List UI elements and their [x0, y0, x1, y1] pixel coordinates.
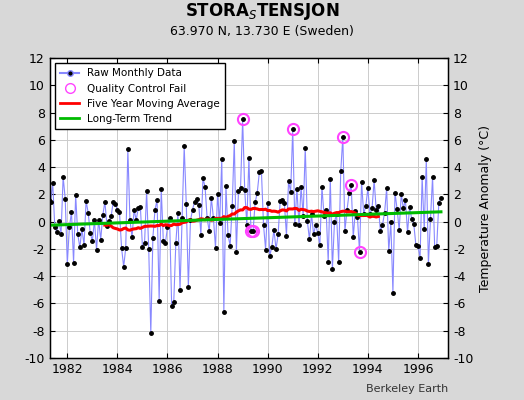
Text: STORA$_S$TENSJON: STORA$_S$TENSJON	[185, 1, 339, 22]
Legend: Raw Monthly Data, Quality Control Fail, Five Year Moving Average, Long-Term Tren: Raw Monthly Data, Quality Control Fail, …	[55, 63, 225, 129]
Text: Berkeley Earth: Berkeley Earth	[366, 384, 448, 394]
Text: 63.970 N, 13.730 E (Sweden): 63.970 N, 13.730 E (Sweden)	[170, 25, 354, 38]
Y-axis label: Temperature Anomaly (°C): Temperature Anomaly (°C)	[479, 124, 492, 292]
